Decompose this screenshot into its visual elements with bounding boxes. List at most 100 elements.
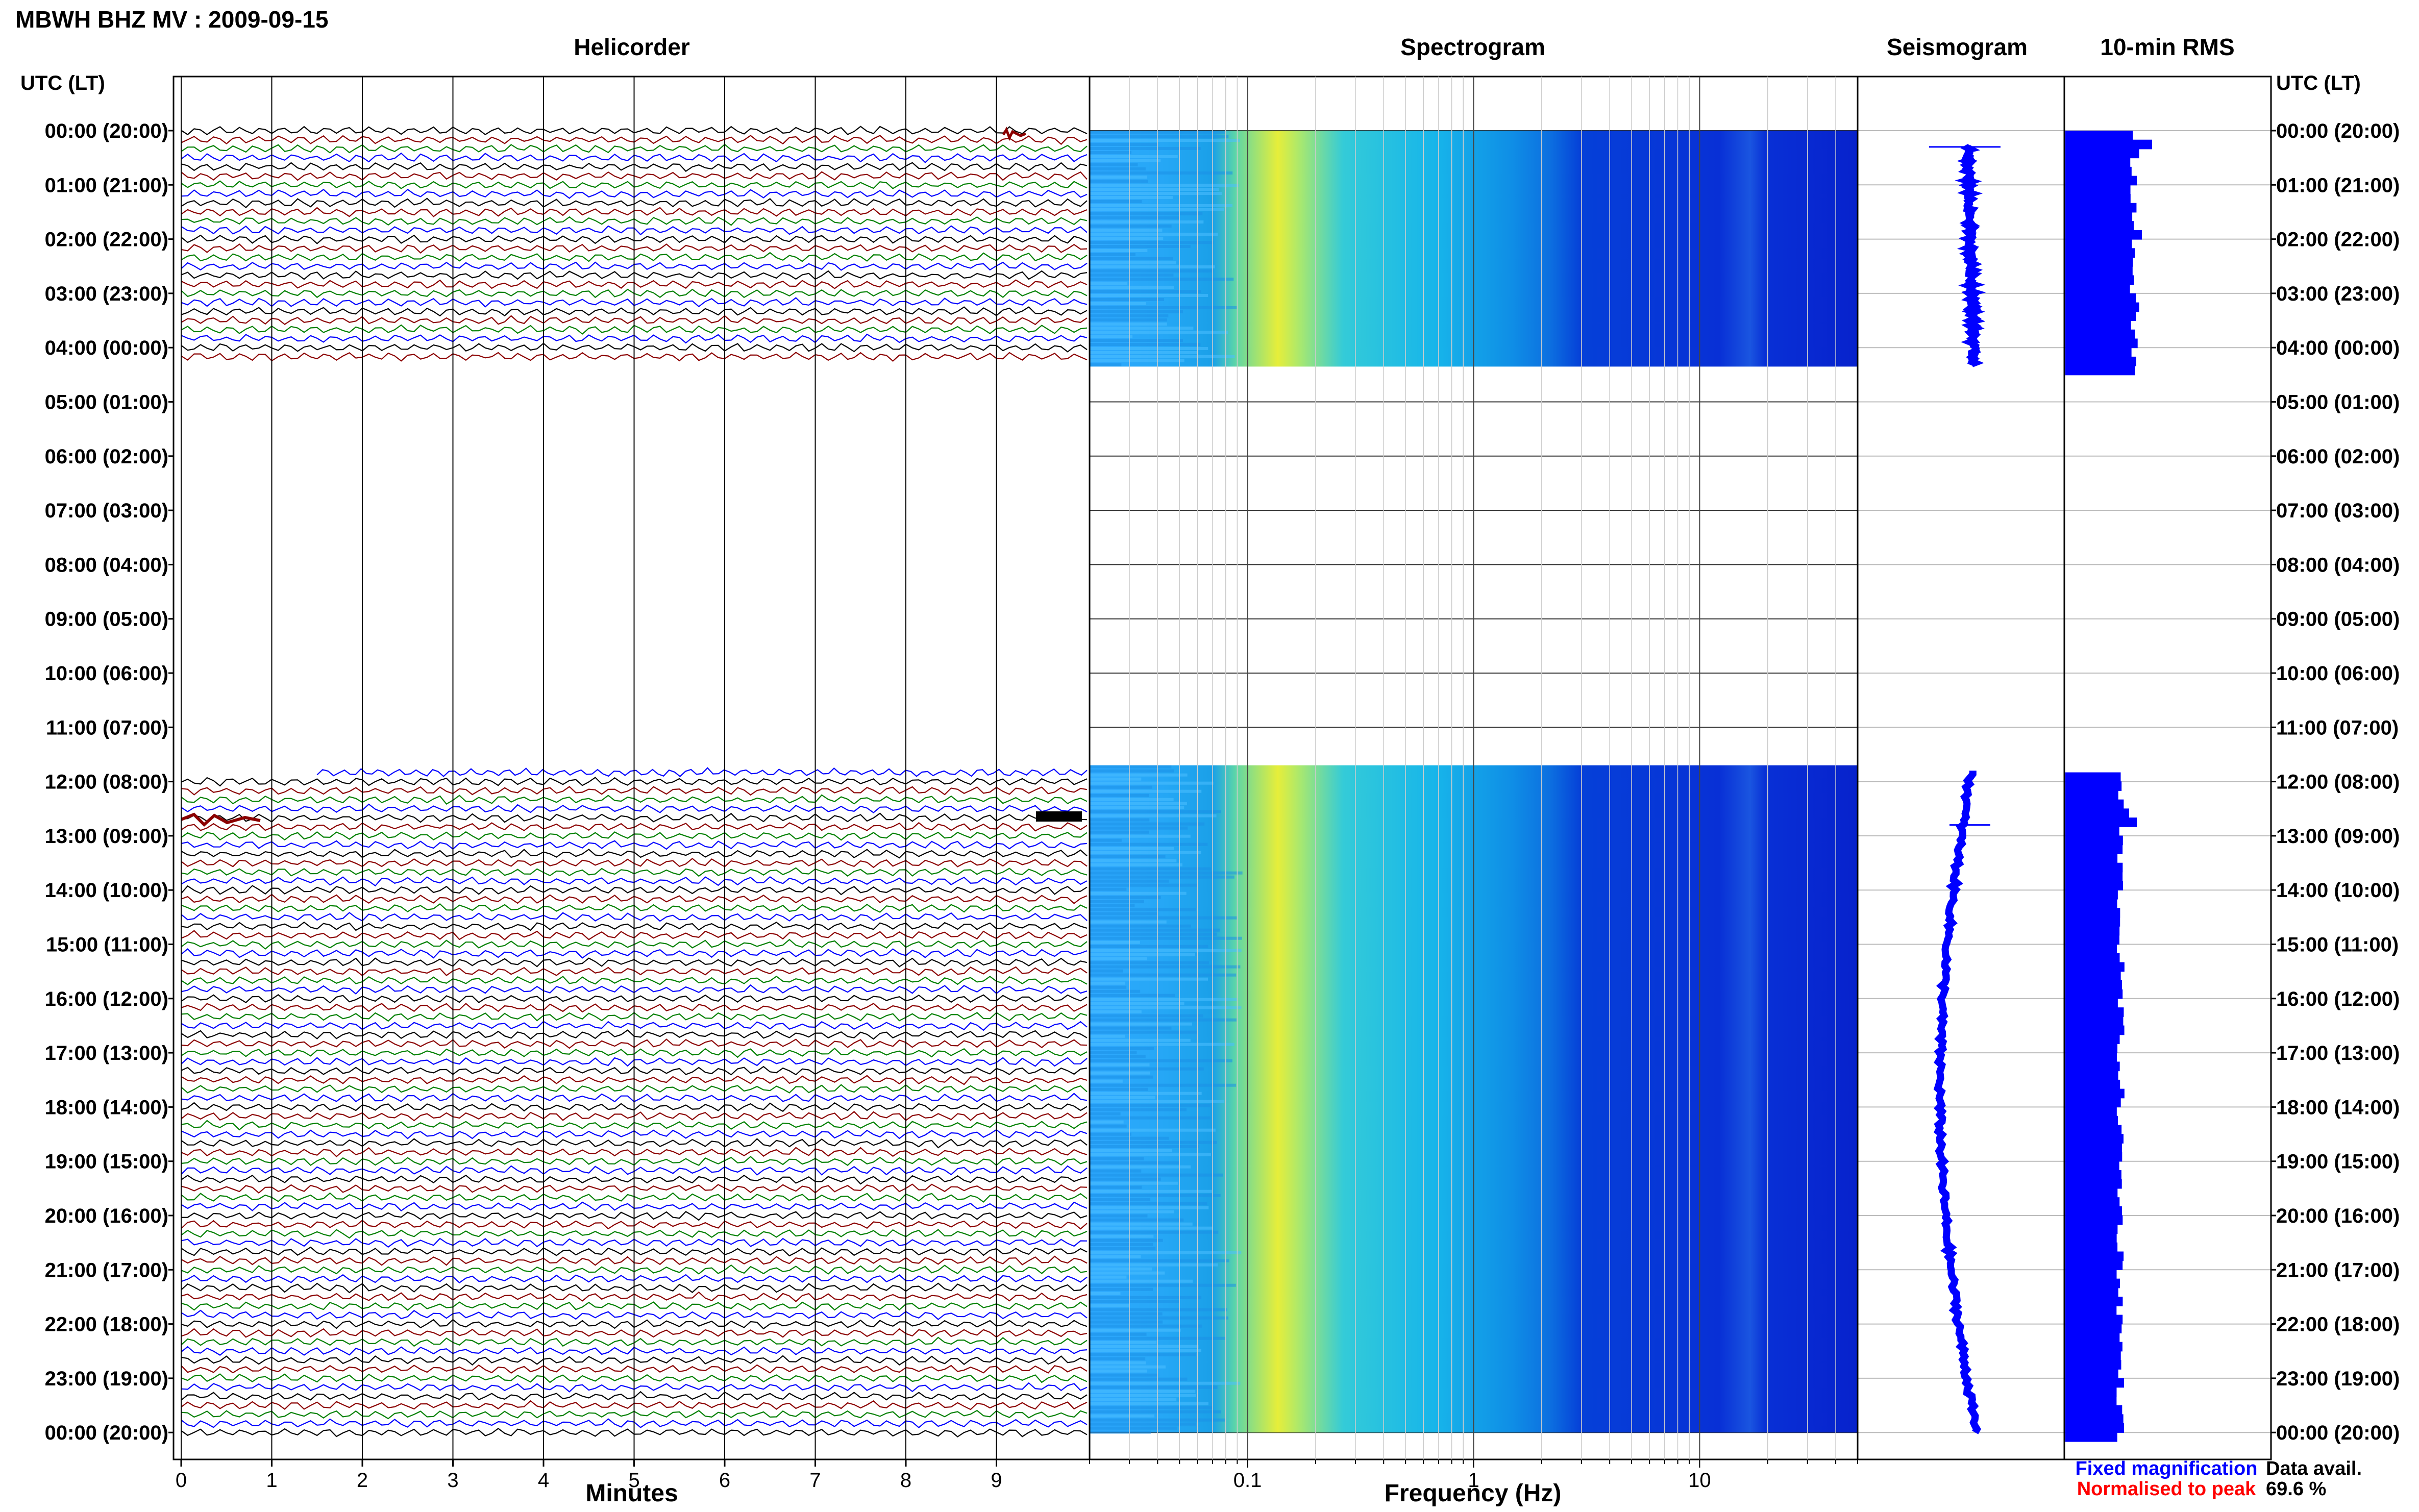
rms-bar <box>2065 1079 2120 1089</box>
helicorder-x-tick-label: 9 <box>991 1469 1002 1492</box>
spectrogram-texture <box>1090 1128 1216 1132</box>
helicorder-x-tick-label: 0 <box>176 1469 187 1492</box>
rms-bar <box>2065 275 2134 285</box>
spectrogram-texture <box>1090 789 1202 793</box>
spectrogram-texture <box>1090 1422 1196 1426</box>
spectrogram-texture <box>1090 335 1133 338</box>
spectrogram-texture <box>1090 204 1232 207</box>
time-label-left: 13:00 (09:00) <box>45 825 168 848</box>
rms-bar <box>2065 158 2131 167</box>
rms-bar <box>2065 889 2118 900</box>
rms-bar <box>2065 790 2118 800</box>
time-label-right: 04:00 (00:00) <box>2276 337 2400 359</box>
spectrogram-texture <box>1090 1230 1219 1234</box>
spectrogram-texture <box>1090 1108 1187 1111</box>
time-label-right: 16:00 (12:00) <box>2276 988 2400 1010</box>
spectrogram-texture <box>1090 900 1144 903</box>
spectrogram-texture <box>1090 1308 1227 1311</box>
spectrogram-texture <box>1090 867 1212 871</box>
spectrogram-texture <box>1090 1353 1196 1356</box>
spectrogram-texture <box>1090 834 1191 838</box>
rms-bar <box>2065 872 2123 882</box>
time-label-right: 06:00 (02:00) <box>2276 445 2400 468</box>
rms-bar <box>2065 953 2120 963</box>
rms-bar <box>2065 1044 2118 1053</box>
rms-bar <box>2065 1332 2120 1343</box>
spectrogram-texture <box>1090 1018 1237 1022</box>
spectrogram-texture <box>1090 908 1196 911</box>
spectrogram-texture <box>1090 965 1241 969</box>
helicorder-x-label: Minutes <box>585 1480 678 1507</box>
rms-bar <box>2065 1387 2117 1397</box>
spectrogram-texture <box>1090 977 1208 981</box>
spectrogram-texture <box>1090 891 1187 895</box>
time-label-right: 18:00 (14:00) <box>2276 1096 2400 1119</box>
left-axis-title: UTC (LT) <box>20 72 105 94</box>
spectrogram-texture <box>1090 1365 1166 1369</box>
spectrogram-texture <box>1090 167 1146 170</box>
rms-bar <box>2065 908 2120 918</box>
time-label-right: 15:00 (11:00) <box>2276 934 2399 956</box>
spectrogram-texture <box>1090 155 1178 158</box>
spectrogram-texture <box>1090 298 1165 301</box>
spectrogram-texture <box>1090 961 1209 964</box>
spectrogram-texture <box>1090 1030 1198 1034</box>
data-availability-value: 69.6 % <box>2266 1478 2326 1500</box>
spectrogram-texture <box>1090 1377 1188 1381</box>
helicorder-event <box>1036 811 1082 822</box>
spectrogram-texture <box>1090 818 1150 822</box>
spectrogram-texture <box>1090 355 1235 358</box>
rms-bar <box>2065 826 2119 836</box>
time-label-right: 03:00 (23:00) <box>2276 283 2400 305</box>
rms-bar <box>2065 311 2136 321</box>
rms-bar <box>2065 916 2120 927</box>
spectrogram-texture <box>1090 135 1229 138</box>
spectrogram-texture <box>1090 208 1225 211</box>
rms-bar <box>2065 845 2123 854</box>
spectrogram-texture <box>1090 1124 1127 1128</box>
rms-bar <box>2065 1179 2122 1189</box>
rms-bar <box>2065 1143 2122 1153</box>
rms-bar <box>2065 1134 2124 1144</box>
rms-bar <box>2065 1278 2120 1288</box>
spectrogram-texture <box>1090 928 1220 932</box>
rms-bar <box>2065 166 2132 177</box>
seismogram-title: Seismogram <box>1887 34 2028 60</box>
rms-panel <box>2065 131 2152 1442</box>
spectrogram-texture <box>1090 969 1123 973</box>
spectrogram-texture <box>1090 932 1217 936</box>
time-label-left: 14:00 (10:00) <box>45 879 168 902</box>
rms-bar <box>2065 176 2137 186</box>
spectrogram-texture <box>1090 220 1204 224</box>
time-label-left: 03:00 (23:00) <box>45 283 168 305</box>
rms-bar <box>2065 365 2135 376</box>
time-label-left: 04:00 (00:00) <box>45 337 168 359</box>
time-label-right: 23:00 (19:00) <box>2276 1368 2400 1390</box>
spectrogram-texture <box>1090 1194 1221 1197</box>
rms-bar <box>2065 248 2135 258</box>
spectrogram-texture <box>1090 949 1242 952</box>
spectrogram-texture <box>1090 1430 1151 1434</box>
rms-bar <box>2065 1405 2122 1415</box>
helicorder-x-tick-label: 1 <box>266 1469 277 1492</box>
spectrogram-texture <box>1090 1059 1232 1062</box>
time-label-left: 00:00 (20:00) <box>45 1422 168 1444</box>
rms-bar <box>2065 266 2133 276</box>
spectrogram-x-label: Frequency (Hz) <box>1385 1480 1562 1507</box>
rms-bar <box>2065 1242 2118 1252</box>
rms-bar <box>2065 1098 2121 1108</box>
spectrogram-texture <box>1090 216 1180 219</box>
rms-bar <box>2065 971 2121 981</box>
spectrogram-texture <box>1090 847 1174 850</box>
spectrogram-texture <box>1090 359 1184 362</box>
rms-bar <box>2065 1315 2123 1325</box>
rms-bar <box>2065 194 2131 204</box>
spectrogram-texture <box>1090 347 1208 350</box>
data-availability-label: Data avail. <box>2266 1458 2362 1479</box>
rms-bar <box>2065 139 2152 150</box>
spectrogram-texture <box>1090 1381 1241 1385</box>
spectrogram-texture <box>1090 143 1157 146</box>
spectrogram-texture <box>1090 1177 1161 1181</box>
spectrogram-texture <box>1090 229 1163 232</box>
spectrogram-texture <box>1090 159 1161 162</box>
